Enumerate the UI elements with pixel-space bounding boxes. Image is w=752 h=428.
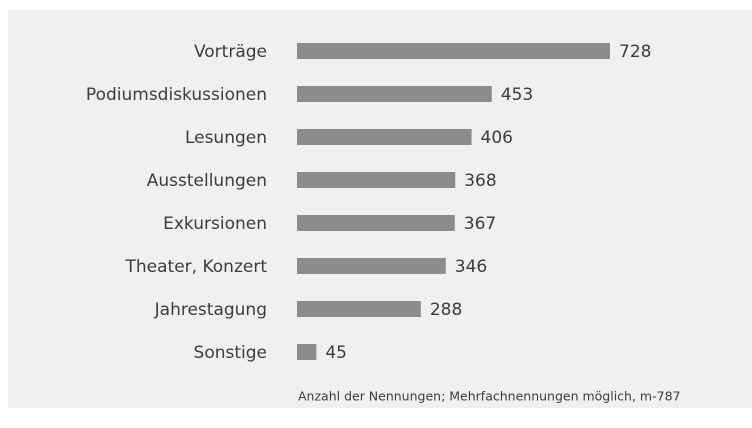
bar (297, 43, 610, 59)
category-label: Sonstige (194, 343, 267, 363)
value-label: 45 (325, 343, 347, 363)
category-label: Ausstellungen (147, 171, 267, 191)
value-label: 728 (619, 42, 651, 62)
value-label: 368 (464, 171, 496, 191)
category-label: Theater, Konzert (125, 257, 268, 277)
bar (297, 86, 492, 102)
bar (297, 258, 446, 274)
bar (297, 301, 421, 317)
value-label: 453 (501, 85, 533, 105)
category-label: Lesungen (185, 128, 267, 148)
category-label: Vorträge (194, 42, 267, 62)
category-label: Podiumsdiskussionen (86, 85, 267, 105)
bar (297, 129, 472, 145)
value-label: 346 (455, 257, 487, 277)
chart-note: Anzahl der Nennungen; Mehrfachnennungen … (298, 389, 680, 404)
chart-background (8, 10, 752, 408)
bar (297, 344, 317, 360)
category-label: Jahrestagung (154, 300, 267, 320)
bar (297, 215, 455, 231)
category-label: Exkursionen (163, 214, 267, 234)
value-label: 367 (464, 214, 496, 234)
value-label: 288 (430, 300, 462, 320)
bar (297, 172, 456, 188)
value-label: 406 (481, 128, 513, 148)
